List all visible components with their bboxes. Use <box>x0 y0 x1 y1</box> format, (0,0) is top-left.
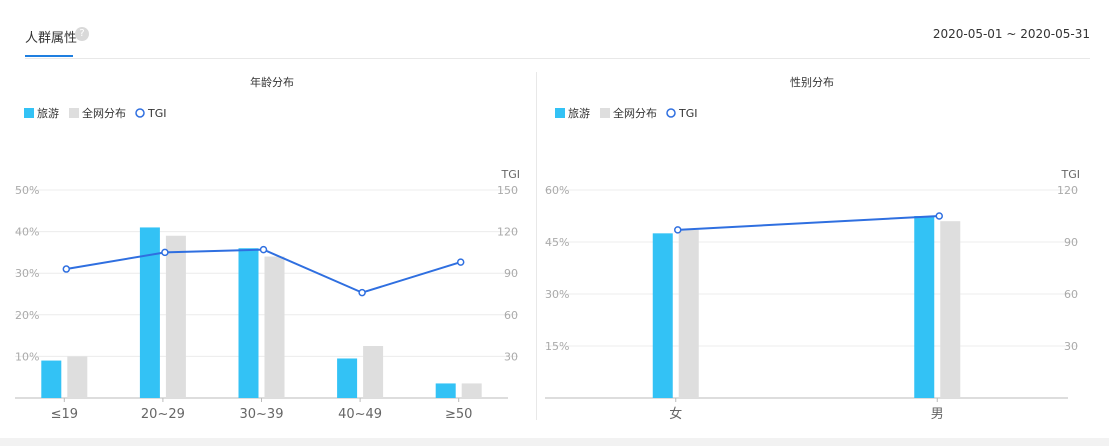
tab-title[interactable]: 人群属性 <box>25 31 78 46</box>
help-icon[interactable]: ? <box>75 27 89 41</box>
x-tick-label: 40~49 <box>338 407 382 422</box>
x-tick-label: 男 <box>931 407 944 422</box>
legend-swatch-series-b <box>69 108 79 118</box>
right-tick-label: 90 <box>504 267 518 280</box>
left-tick-label: 60% <box>545 184 569 197</box>
tgi-point <box>259 245 268 254</box>
bar-series-a <box>238 248 259 398</box>
left-tick-label: 30% <box>545 288 569 301</box>
bar-series-b <box>67 356 88 398</box>
x-tick-label: ≤19 <box>51 407 78 422</box>
legend-swatch-series-b <box>600 108 610 118</box>
right-tick-label: 60 <box>504 309 518 322</box>
tgi-line <box>677 215 940 231</box>
bar-series-a <box>337 358 358 398</box>
legend-label-tgi: TGI <box>147 107 167 120</box>
bar-series-a <box>914 216 935 398</box>
left-tick-label: 40% <box>15 226 39 239</box>
tgi-point <box>358 288 366 297</box>
tgi-point <box>935 212 943 220</box>
tgi-point <box>62 265 71 273</box>
bar-series-b <box>678 229 699 398</box>
date-range[interactable]: 2020-05-01 ~ 2020-05-31 <box>932 27 1090 41</box>
legend-marker-tgi <box>666 108 676 118</box>
tgi-point <box>674 226 682 234</box>
bar-series-a <box>652 233 673 398</box>
header: 人群属性 ? 2020-05-01 ~ 2020-05-31 <box>0 0 1109 60</box>
tab-active-indicator <box>25 55 73 57</box>
right-tick-label: 30 <box>504 350 518 363</box>
legend-label-tgi: TGI <box>678 107 698 120</box>
bar-series-b <box>264 256 285 398</box>
right-tick-label: 90 <box>1064 236 1078 249</box>
chart-title: 性别分布 <box>790 75 834 89</box>
chart-divider <box>536 72 537 420</box>
legend-label-series-a: 旅游 <box>37 106 59 120</box>
right-axis-title: TGI <box>1061 168 1081 181</box>
legend-label-series-b: 全网分布 <box>82 106 126 120</box>
tgi-point <box>456 258 465 266</box>
bar-series-b <box>940 221 961 398</box>
right-tick-label: 150 <box>497 184 518 197</box>
legend-swatch-series-a <box>24 108 34 118</box>
legend-marker-tgi <box>135 108 145 118</box>
left-tick-label: 30% <box>15 267 39 280</box>
x-tick-label: ≥50 <box>445 407 472 422</box>
x-tick-label: 30~39 <box>240 407 284 422</box>
right-tick-label: 60 <box>1064 288 1078 301</box>
bar-series-b <box>165 235 186 398</box>
legend-label-series-a: 旅游 <box>568 106 590 120</box>
header-divider <box>25 58 1090 59</box>
left-tick-label: 10% <box>15 350 39 363</box>
x-tick-label: 20~29 <box>141 407 185 422</box>
x-tick-label: 女 <box>669 406 682 422</box>
bottom-strip <box>0 438 1109 446</box>
right-tick-label: 30 <box>1064 340 1078 353</box>
right-tick-label: 120 <box>1057 184 1078 197</box>
bar-series-a <box>139 227 160 398</box>
bar-series-a <box>435 383 456 398</box>
bar-series-a <box>41 360 62 398</box>
left-tick-label: 45% <box>545 236 569 249</box>
left-tick-label: 20% <box>15 309 39 322</box>
bar-series-b <box>461 383 482 398</box>
left-tick-label: 50% <box>15 184 39 197</box>
chart-title: 年龄分布 <box>250 75 294 89</box>
right-axis-title: TGI <box>501 168 521 181</box>
left-tick-label: 15% <box>545 340 569 353</box>
tgi-point <box>161 248 169 257</box>
right-tick-label: 120 <box>497 226 518 239</box>
tgi-line <box>66 248 461 294</box>
legend-swatch-series-a <box>555 108 565 118</box>
legend-label-series-b: 全网分布 <box>613 106 657 120</box>
bar-series-b <box>363 346 384 398</box>
